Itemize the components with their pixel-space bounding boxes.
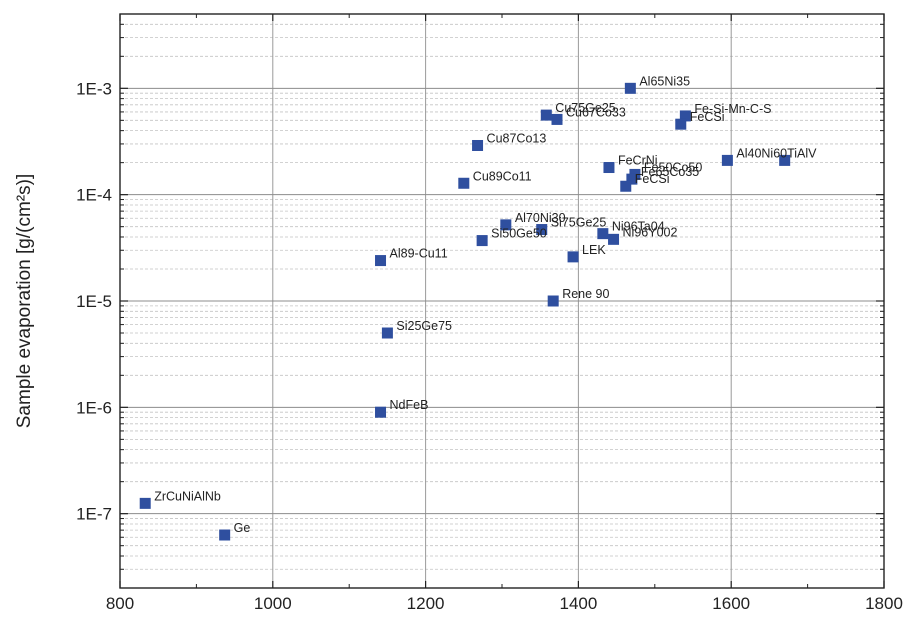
data-point-label: Ni96Ta04 [612, 220, 665, 234]
data-point-marker [567, 251, 579, 263]
y-tick-label: 1E-3 [76, 79, 112, 98]
data-point-label: Al65Ni35 [639, 74, 690, 88]
data-point-marker [458, 177, 470, 189]
y-tick-label: 1E-6 [76, 398, 112, 417]
data-point-marker [675, 118, 687, 130]
x-tick-label: 1400 [559, 594, 597, 613]
data-point-marker [626, 173, 638, 185]
data-point-marker [500, 219, 512, 231]
data-point-label: Al89-Cu11 [390, 247, 448, 261]
data-points [139, 82, 791, 541]
data-point-label: FeCrNi [618, 154, 658, 168]
data-point-label: Cu89Co11 [473, 169, 532, 183]
x-axis-tick-labels: 800 1000 1200 1400 1600 1800 [106, 594, 903, 613]
x-tick-label: 1800 [865, 594, 903, 613]
data-point-marker [620, 180, 632, 192]
data-point-marker [779, 154, 791, 166]
data-point-label: Ni96Y002 [623, 225, 678, 239]
data-point-label: Ge [234, 521, 251, 535]
data-point-marker [375, 255, 387, 267]
y-tick-label: 1E-5 [76, 292, 112, 311]
data-point-label: Si50Ge50 [491, 227, 547, 241]
major-gridlines [120, 14, 884, 588]
data-point-marker [547, 295, 559, 307]
data-point-label: Si25Ge75 [396, 319, 452, 333]
data-point-label: Si75Ge25 [551, 216, 607, 230]
data-point-label: Cu67Co33 [566, 105, 626, 119]
data-point-label: Fe-Si-Mn-C-S [694, 102, 771, 116]
data-point-marker [536, 224, 548, 236]
data-point-label: Al40Ni60TiAlV [736, 146, 817, 160]
data-point-marker [381, 327, 393, 339]
data-point-marker [551, 113, 563, 125]
x-tick-label: 1600 [712, 594, 750, 613]
data-point-marker [721, 154, 733, 166]
data-point-label: LEK [582, 243, 606, 257]
data-point-marker [219, 529, 231, 541]
data-point-marker [624, 82, 636, 94]
data-point-marker [476, 235, 488, 247]
y-axis-tick-labels: 1E-7 1E-6 1E-5 1E-4 1E-3 [76, 79, 112, 523]
data-point-marker [472, 139, 484, 151]
data-point-marker [679, 110, 691, 122]
y-axis-title: Sample evaporation [g/(cm²s)] [14, 174, 35, 429]
data-point-label: Fe50Co50 [644, 160, 702, 174]
data-point-marker [597, 228, 609, 240]
y-tick-label: 1E-7 [76, 505, 112, 524]
data-point-marker [608, 233, 620, 245]
data-point-label: Fe65Co35 [641, 165, 699, 179]
data-point-label: NdFeB [390, 398, 429, 412]
data-point-label: FeCSi [635, 172, 670, 186]
data-point-label: ZrCuNiAlNb [154, 489, 221, 503]
data-point-label: Cu75Ge25 [555, 101, 616, 115]
y-tick-label: 1E-4 [76, 186, 112, 205]
data-point-marker [603, 162, 615, 174]
data-point-label: Cu87Co13 [487, 131, 547, 145]
x-tick-label: 1200 [407, 594, 445, 613]
data-point-label: Al70Ni30 [515, 211, 566, 225]
data-point-marker [540, 109, 552, 121]
data-point-marker [375, 406, 387, 418]
x-tick-label: 1000 [254, 594, 292, 613]
x-tick-label: 800 [106, 594, 134, 613]
axis-ticks [119, 13, 885, 589]
data-point-marker [139, 497, 151, 509]
data-point-label: Rene 90 [562, 287, 609, 301]
data-point-label: FeCSi [690, 110, 725, 124]
